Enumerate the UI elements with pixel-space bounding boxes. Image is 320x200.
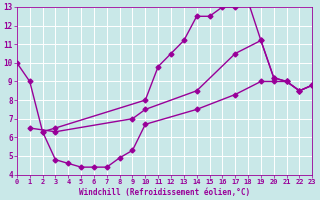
X-axis label: Windchill (Refroidissement éolien,°C): Windchill (Refroidissement éolien,°C): [79, 188, 250, 197]
